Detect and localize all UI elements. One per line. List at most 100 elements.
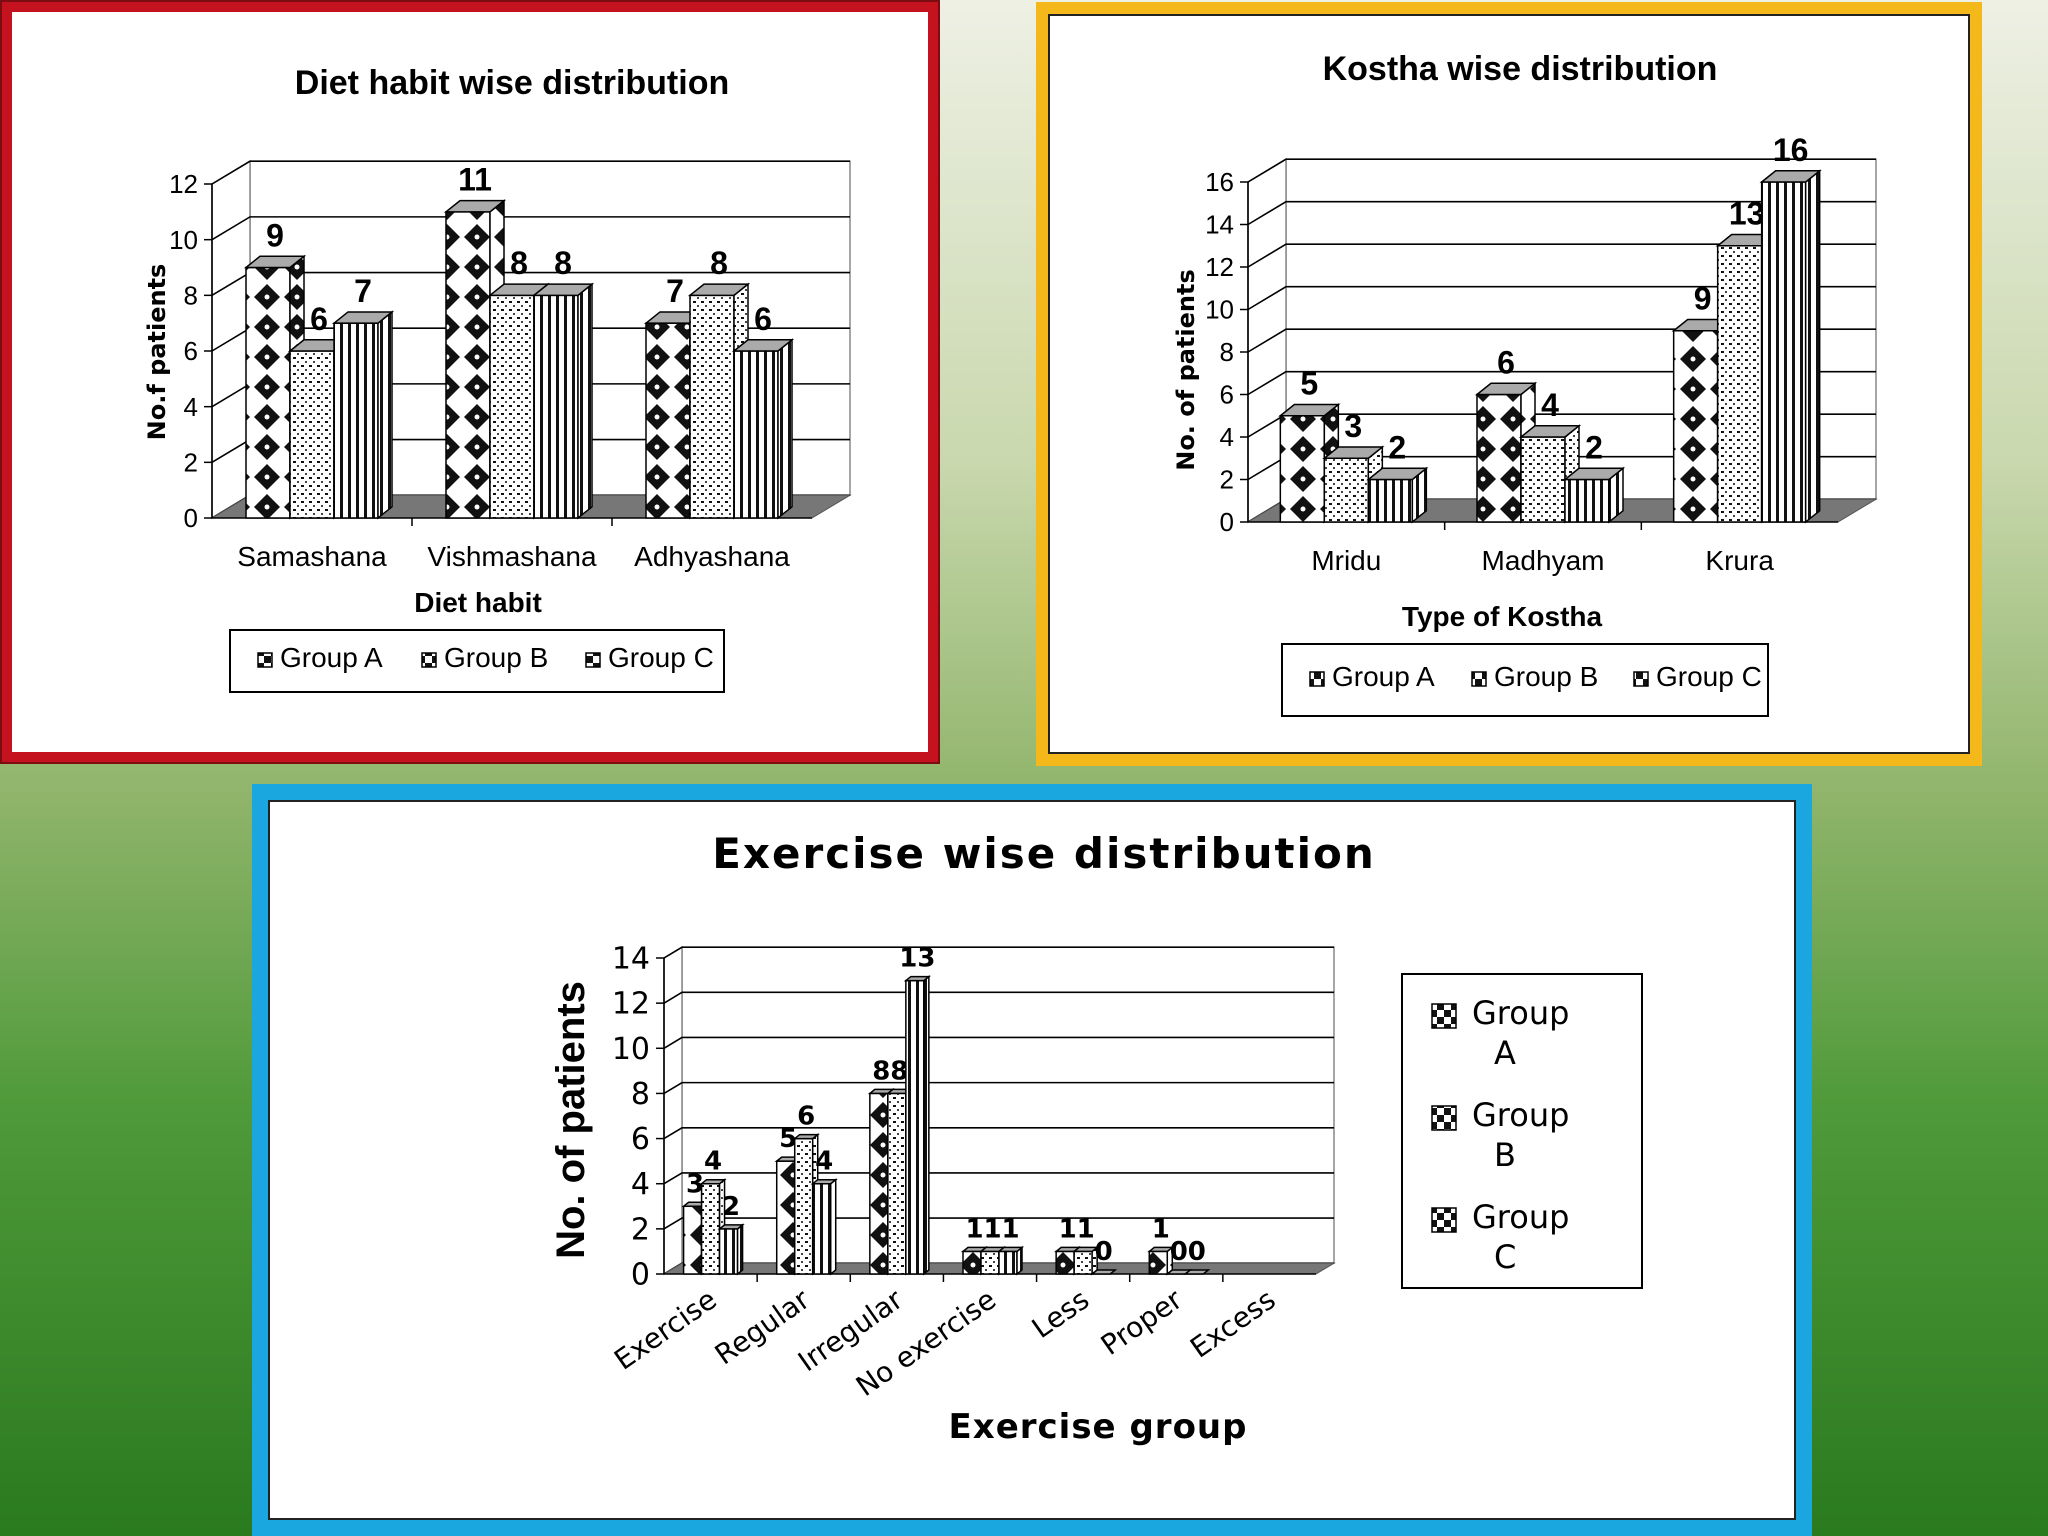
- y-axis-title: No. of patients: [1172, 269, 1200, 471]
- bar-front: [1716, 245, 1763, 523]
- x-tick-label: Krura: [1705, 545, 1774, 576]
- bar-top: [443, 199, 507, 213]
- bar-front: [1055, 1250, 1075, 1275]
- legend-label: Group B: [1494, 661, 1598, 692]
- y-tick-label: 16: [1205, 167, 1234, 197]
- bar-front: [1148, 1250, 1169, 1275]
- bar-top: [1366, 467, 1429, 481]
- chart-title: Kostha wise distribution: [1323, 50, 1718, 88]
- data-label: 1: [1152, 1214, 1170, 1244]
- bar-side: [377, 310, 393, 520]
- gridline: [663, 1172, 1334, 1185]
- gridline: [663, 1126, 1334, 1140]
- gridline: [663, 1036, 1334, 1049]
- x-tick-label: Excess: [1184, 1283, 1281, 1365]
- x-tick-label: Exercise: [608, 1283, 722, 1377]
- data-label: 2: [722, 1192, 740, 1222]
- x-tick-label: Vishmashana: [427, 541, 597, 572]
- bar-side: [736, 1223, 744, 1276]
- bar-side: [923, 975, 930, 1276]
- y-tick-label: 4: [631, 1167, 650, 1202]
- data-label: 3: [686, 1169, 704, 1199]
- data-label: 8: [710, 245, 728, 281]
- bar-front: [1520, 436, 1566, 523]
- data-label: 4: [704, 1147, 722, 1177]
- bar-top: [1562, 467, 1626, 481]
- y-tick-label: 6: [631, 1122, 650, 1157]
- bar-front: [333, 322, 379, 519]
- gridline: [1247, 200, 1876, 226]
- legend-label: Group: [1472, 994, 1569, 1032]
- data-label: 7: [354, 273, 372, 309]
- diet-chart: Diet habit wise distribution024681012967…: [143, 64, 852, 693]
- data-label: 9: [1694, 281, 1712, 317]
- data-label: 0: [1170, 1237, 1188, 1267]
- y-tick-label: 2: [631, 1212, 650, 1247]
- bar-front: [489, 294, 535, 519]
- legend-label: Group C: [608, 642, 714, 673]
- legend-label: A: [1494, 1034, 1516, 1072]
- legend: Group A Group B Group C: [229, 629, 725, 693]
- legend-swatch: [257, 652, 273, 668]
- legend-swatch: [1431, 1003, 1457, 1029]
- bar-group-b: [1072, 1245, 1100, 1276]
- bar-front: [1672, 330, 1719, 523]
- y-tick-label: 2: [1220, 465, 1234, 495]
- data-label: 9: [266, 217, 284, 253]
- bar-top: [699, 1178, 727, 1185]
- bar-top: [1759, 170, 1822, 183]
- legend-swatch: [1471, 671, 1487, 687]
- bar-front: [998, 1250, 1018, 1275]
- bar-top: [1474, 382, 1538, 396]
- legend-label: C: [1494, 1238, 1516, 1276]
- bar-group-a: [1278, 402, 1341, 524]
- data-label: 5: [1300, 366, 1318, 402]
- bar-top: [792, 1133, 820, 1140]
- x-tick-label: Less: [1026, 1283, 1095, 1345]
- x-tick-label: Proper: [1095, 1282, 1189, 1361]
- x-tick-label: Samashana: [237, 541, 387, 572]
- x-axis-title: Diet habit: [414, 587, 542, 618]
- data-label: 13: [1729, 196, 1765, 232]
- data-label: 7: [666, 273, 684, 309]
- bar-top: [731, 339, 795, 352]
- gridline: [663, 946, 1334, 959]
- legend-swatch: [1309, 671, 1325, 687]
- kostha-chart-panel: Kostha wise distribution 0 2 4 6 8 10 12 14 16 5 3 2…: [1036, 2, 1982, 766]
- gridline: [1247, 243, 1876, 268]
- bar-front: [905, 979, 925, 1275]
- bar-front: [1323, 457, 1370, 523]
- y-tick-label: 4: [184, 392, 198, 422]
- gridline: [1247, 285, 1876, 311]
- data-label: 16: [1773, 132, 1809, 168]
- bar-front: [775, 1160, 796, 1275]
- bar-top: [331, 311, 395, 324]
- diet-chart-panel: Diet habit wise distribution 0 2 4 6 8 10 12 9 6 7…: [0, 0, 940, 764]
- bar-group-c: [903, 975, 931, 1276]
- exercise-chart: Exercise wise distribution02468101214342…: [549, 829, 1643, 1447]
- bar-front: [689, 294, 735, 519]
- bar-top: [531, 283, 595, 297]
- y-tick-label: 12: [612, 987, 650, 1022]
- bar-group-c: [731, 338, 795, 520]
- bar-front: [289, 350, 335, 519]
- gridline: [663, 1081, 1334, 1095]
- bar-top: [810, 1178, 838, 1185]
- bar-top: [903, 975, 931, 982]
- gridline: [211, 216, 850, 241]
- data-label: 1: [965, 1214, 983, 1244]
- bar-front: [869, 1092, 889, 1275]
- data-label: 2: [1585, 429, 1603, 465]
- data-label: 1: [1077, 1214, 1095, 1244]
- bar-side: [577, 282, 593, 520]
- bar-front: [1564, 478, 1610, 523]
- bar-group-c: [1562, 466, 1626, 524]
- bar-front: [1073, 1250, 1093, 1275]
- y-tick-label: 0: [631, 1258, 650, 1293]
- bar-front: [445, 211, 491, 519]
- data-label: 2: [1388, 429, 1406, 465]
- bar-front: [733, 350, 779, 519]
- data-label: 6: [754, 301, 772, 337]
- data-label: 8: [510, 245, 528, 281]
